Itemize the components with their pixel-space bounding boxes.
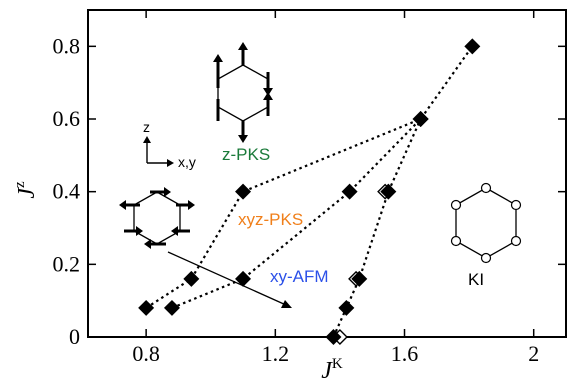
xy-afm-label: xy-AFM: [270, 267, 329, 286]
y-tick-label: 0.2: [53, 251, 81, 276]
coord-z-label: z: [143, 119, 150, 135]
plot-area: 0.8 1.2 1.6 2 0 0.2 0.4 0.6 0.8: [53, 9, 567, 366]
data-point: [464, 38, 481, 55]
data-point: [338, 299, 355, 316]
x-tick-label: 1.2: [262, 341, 290, 366]
xy-afm-hexagon-icon: [119, 187, 195, 249]
data-point: [341, 183, 358, 200]
data-point: [163, 299, 180, 316]
plot-frame: [87, 9, 567, 338]
ki-label: KI: [468, 270, 484, 289]
coord-xy-label: x,y: [178, 154, 196, 170]
data-point: [235, 183, 252, 200]
data-point: [351, 270, 368, 287]
data-point: [380, 183, 397, 200]
xy-afm-pointer-arrow: [167, 251, 292, 308]
xyz-pks-label: xyz-PKS: [238, 210, 303, 229]
y-axis-title: Jz: [12, 181, 40, 199]
x-tick-label: 0.8: [132, 341, 160, 366]
y-tick-label: 0.6: [53, 106, 81, 131]
y-tick-label: 0.8: [53, 33, 81, 58]
coordinate-axes-inset: z x,y: [143, 119, 196, 170]
phase-boundary-line: [332, 118, 422, 338]
x-axis-title: JK: [321, 356, 343, 383]
y-tick-label: 0.4: [53, 179, 81, 204]
x-tick-label: 1.6: [391, 341, 419, 366]
data-point: [412, 111, 429, 127]
z-pks-hexagon-icon: [213, 42, 273, 143]
phase-boundary-line: [171, 118, 422, 309]
data-point: [325, 329, 342, 345]
z-pks-label: z-PKS: [222, 145, 270, 164]
data-point: [138, 299, 155, 316]
x-tick-label: 2: [528, 341, 539, 366]
ki-hexagon-icon: [450, 182, 522, 264]
data-point: [183, 270, 200, 287]
y-tick-label: 0: [69, 324, 80, 349]
